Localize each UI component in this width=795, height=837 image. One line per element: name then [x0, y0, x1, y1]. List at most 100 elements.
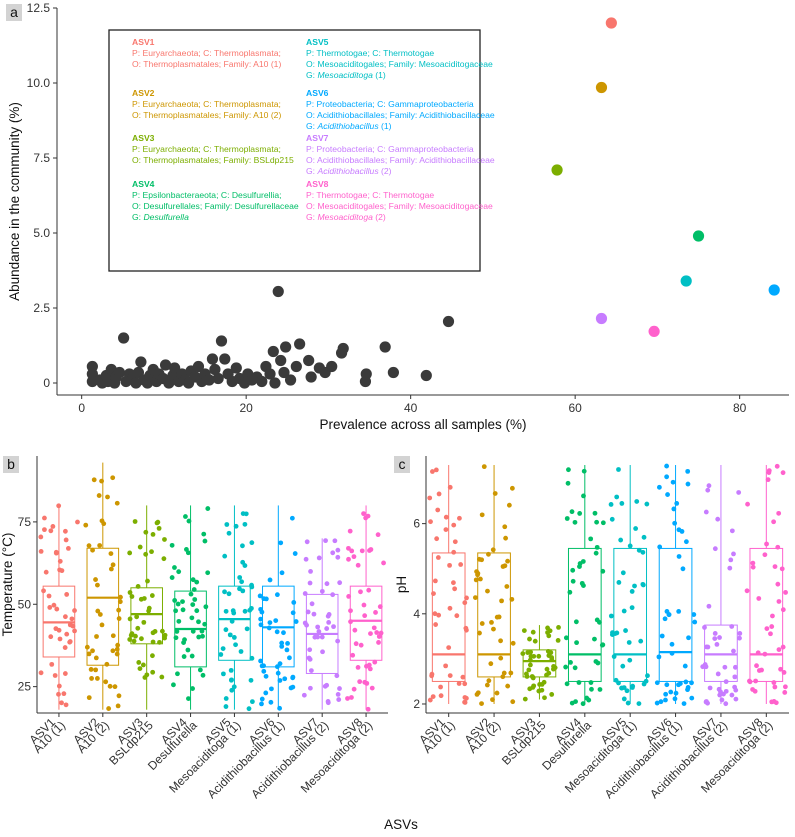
jitter-point-asv1 — [59, 700, 64, 706]
y-tick-label: 2.5 — [33, 301, 50, 315]
jitter-point-asv7 — [325, 699, 331, 704]
jitter-point-asv8 — [744, 588, 750, 594]
jitter-point-asv5 — [608, 502, 614, 507]
jitter-point-asv2 — [484, 682, 490, 688]
jitter-point-asv4 — [600, 520, 606, 526]
jitter-point-asv7 — [324, 581, 330, 587]
jitter-point-asv7 — [335, 692, 341, 697]
jitter-point-asv4 — [202, 621, 208, 627]
jitter-point-asv3 — [152, 629, 158, 634]
scatter-point-other — [290, 360, 302, 373]
jitter-point-asv5 — [629, 605, 635, 611]
jitter-point-asv1 — [458, 562, 464, 567]
jitter-point-asv8 — [352, 627, 358, 633]
jitter-point-asv8 — [355, 665, 361, 670]
jitter-point-asv4 — [573, 699, 578, 705]
legend-asv3-taxonomy: O: Thermoplasmatales; Family: BSLdp215 — [132, 155, 294, 165]
panel-c-letter: c — [399, 456, 406, 472]
jitter-point-asv6 — [285, 640, 290, 646]
jitter-point-asv6 — [273, 618, 279, 623]
jitter-point-asv4 — [597, 687, 603, 692]
jitter-point-asv4 — [594, 519, 600, 525]
jitter-point-asv8 — [347, 528, 353, 534]
jitter-point-asv2 — [118, 594, 123, 600]
jitter-point-asv6 — [263, 596, 269, 602]
jitter-point-asv1 — [56, 683, 62, 689]
jitter-point-asv4 — [171, 682, 176, 688]
jitter-point-asv8 — [766, 470, 772, 475]
jitter-point-asv7 — [330, 592, 336, 598]
y-axis-title: pH — [394, 576, 409, 593]
jitter-point-asv2 — [86, 543, 92, 549]
jitter-point-asv4 — [600, 568, 606, 574]
jitter-point-asv3 — [131, 638, 137, 644]
jitter-point-asv5 — [627, 543, 633, 549]
y-tick-label: 5.0 — [33, 226, 50, 240]
jitter-point-asv1 — [62, 614, 68, 620]
jitter-point-asv6 — [279, 643, 285, 649]
jitter-point-asv1 — [435, 507, 441, 513]
jitter-point-asv3 — [527, 636, 532, 642]
jitter-point-asv1 — [53, 626, 59, 632]
jitter-point-asv1 — [75, 519, 80, 525]
jitter-point-asv3 — [138, 596, 144, 602]
jitter-point-asv4 — [577, 564, 582, 569]
scatter-point-other — [267, 345, 279, 358]
jitter-point-asv1 — [63, 702, 69, 708]
jitter-point-asv4 — [568, 660, 573, 665]
jitter-point-asv4 — [581, 493, 586, 499]
jitter-point-asv7 — [737, 631, 743, 636]
jitter-point-asv4 — [188, 591, 194, 597]
jitter-point-asv7 — [727, 565, 733, 571]
jitter-point-asv1 — [72, 628, 77, 634]
scatter-point-other — [212, 372, 224, 385]
jitter-point-asv6 — [685, 468, 691, 474]
jitter-point-asv8 — [756, 668, 762, 673]
jitter-point-asv6 — [266, 625, 272, 631]
jitter-point-asv1 — [462, 700, 468, 705]
scatter-point-asv1 — [605, 17, 617, 29]
jitter-point-asv8 — [776, 599, 782, 604]
jitter-point-asv4 — [588, 680, 594, 685]
jitter-point-asv5 — [248, 677, 254, 683]
jitter-point-asv6 — [269, 686, 274, 692]
jitter-point-asv1 — [57, 558, 63, 564]
jitter-point-asv4 — [200, 633, 205, 639]
jitter-point-asv5 — [634, 499, 640, 504]
jitter-point-asv5 — [621, 608, 627, 614]
jitter-point-asv8 — [756, 596, 762, 601]
jitter-point-asv4 — [176, 618, 182, 624]
jitter-point-asv2 — [101, 521, 107, 527]
jitter-point-asv8 — [769, 624, 775, 629]
jitter-point-asv4 — [190, 577, 196, 583]
box-asv7 — [704, 624, 738, 682]
jitter-point-asv6 — [274, 592, 280, 598]
jitter-point-asv5 — [608, 613, 614, 619]
jitter-point-asv8 — [750, 564, 756, 570]
jitter-point-asv8 — [357, 679, 363, 685]
jitter-point-asv6 — [275, 670, 281, 676]
jitter-point-asv3 — [530, 675, 536, 681]
jitter-point-asv8 — [770, 613, 775, 619]
jitter-point-asv2 — [486, 551, 491, 557]
scatter-point-other — [159, 359, 172, 371]
jitter-point-asv1 — [447, 562, 452, 568]
jitter-point-asv4 — [176, 569, 182, 575]
jitter-point-asv1 — [48, 634, 54, 640]
jitter-point-asv1 — [463, 625, 469, 631]
jitter-point-asv2 — [494, 690, 500, 696]
jitter-point-asv4 — [573, 619, 579, 625]
jitter-point-asv6 — [279, 570, 285, 576]
jitter-point-asv4 — [577, 511, 583, 516]
jitter-point-asv7 — [712, 636, 718, 642]
jitter-point-asv7 — [308, 668, 314, 674]
jitter-point-asv1 — [48, 528, 54, 534]
jitter-point-asv2 — [106, 706, 112, 711]
jitter-point-asv8 — [377, 604, 383, 610]
jitter-point-asv2 — [500, 564, 506, 569]
legend-asv2-taxonomy: P: Euryarchaeota; C: Thermoplasmata; — [132, 99, 281, 109]
jitter-point-asv3 — [549, 655, 555, 660]
jitter-point-asv7 — [336, 697, 342, 702]
jitter-point-asv1 — [62, 528, 68, 534]
